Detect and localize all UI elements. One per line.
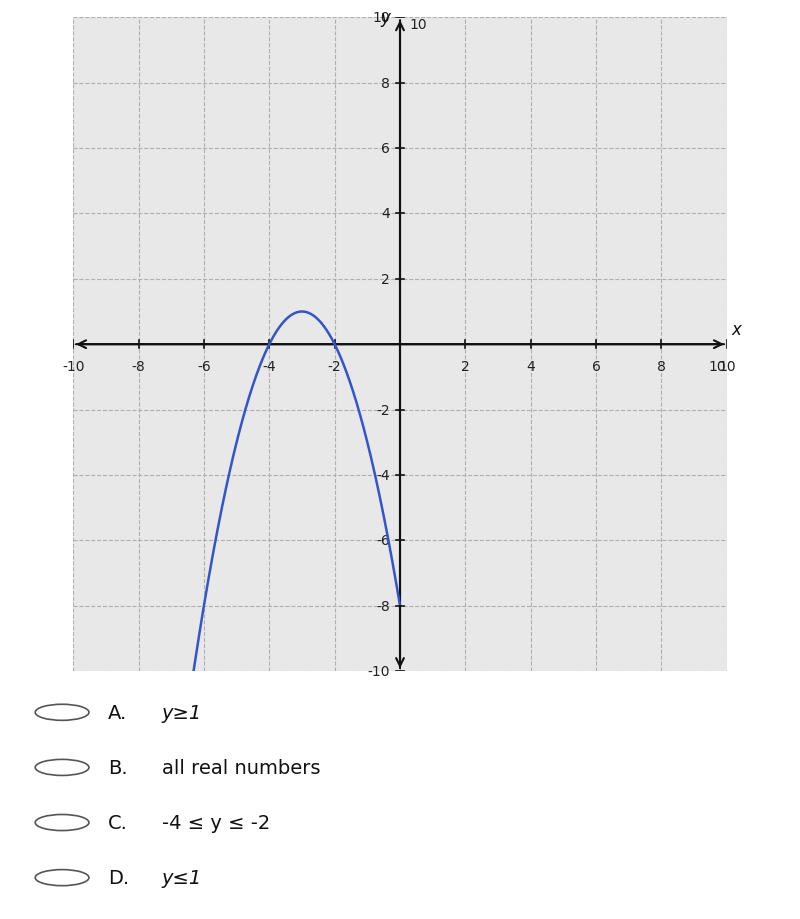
Text: -6: -6 xyxy=(377,534,390,548)
Text: 2: 2 xyxy=(382,273,390,287)
Text: C.: C. xyxy=(108,813,128,832)
Text: 6: 6 xyxy=(592,359,601,373)
Text: 2: 2 xyxy=(461,359,470,373)
Text: y≥1: y≥1 xyxy=(162,703,202,722)
Text: 4: 4 xyxy=(382,208,390,221)
Text: 10: 10 xyxy=(718,359,735,373)
Text: y: y xyxy=(380,9,390,28)
Text: A.: A. xyxy=(108,703,127,722)
Text: 4: 4 xyxy=(526,359,535,373)
Text: 10: 10 xyxy=(373,11,390,26)
Text: -4 ≤ y ≤ -2: -4 ≤ y ≤ -2 xyxy=(162,813,270,832)
Text: -6: -6 xyxy=(197,359,211,373)
Text: D.: D. xyxy=(108,868,130,887)
Text: 8: 8 xyxy=(382,76,390,91)
Text: -10: -10 xyxy=(368,664,390,678)
Text: -8: -8 xyxy=(132,359,146,373)
Text: x: x xyxy=(732,321,742,339)
Text: all real numbers: all real numbers xyxy=(162,758,321,777)
Text: -8: -8 xyxy=(377,599,390,613)
Text: 10: 10 xyxy=(708,359,726,373)
Text: -2: -2 xyxy=(328,359,342,373)
Text: -4: -4 xyxy=(262,359,276,373)
Text: 6: 6 xyxy=(382,142,390,156)
Text: 10: 10 xyxy=(410,17,427,32)
Text: -10: -10 xyxy=(62,359,85,373)
Text: -4: -4 xyxy=(377,469,390,482)
Text: -2: -2 xyxy=(377,403,390,417)
Text: y≤1: y≤1 xyxy=(162,868,202,887)
Text: B.: B. xyxy=(108,758,128,777)
Text: 8: 8 xyxy=(657,359,666,373)
